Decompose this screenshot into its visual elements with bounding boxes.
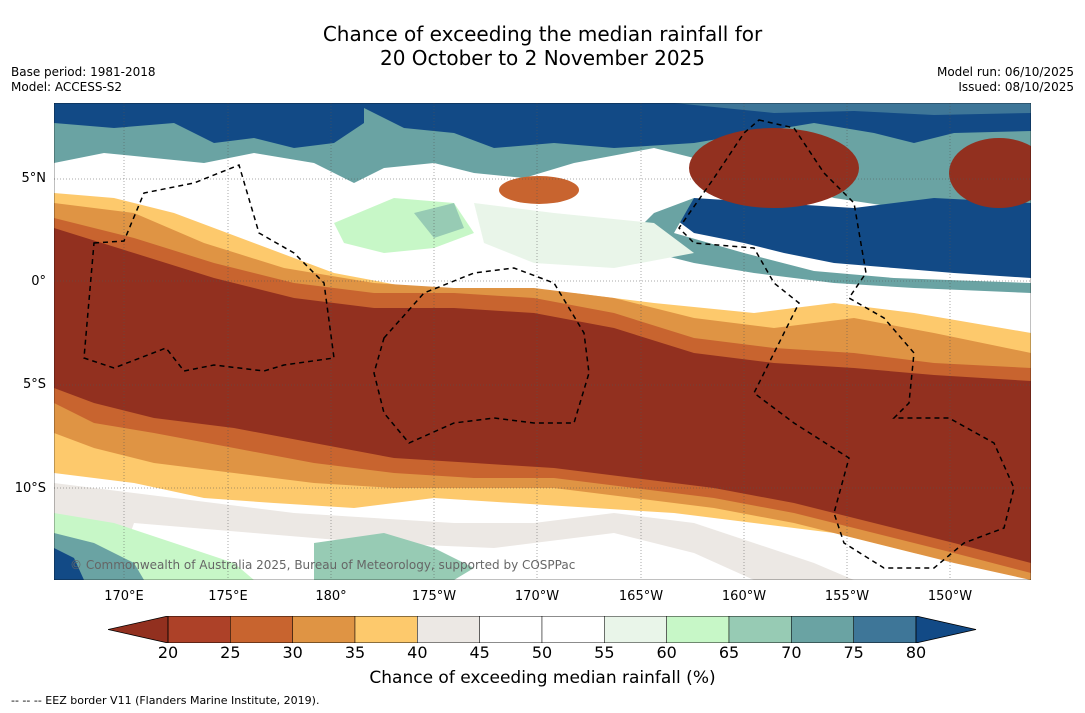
lon-label-150w: 150°W [927, 589, 973, 604]
lon-label-155w: 155°W [824, 589, 870, 604]
colorbar-tick-label: 25 [220, 643, 241, 662]
colorbar-tick-label: 20 [157, 643, 179, 662]
colorbar-cell [479, 616, 543, 643]
colorbar-cell [354, 616, 418, 643]
colorbar-tick-label: 75 [843, 643, 864, 662]
region-green-patch-2 [414, 203, 464, 238]
lat-label-5n: 5°N [21, 171, 47, 186]
region-north-teal [674, 103, 1031, 115]
colorbar-high-extension [916, 616, 976, 643]
eez-legend: -- -- -- EEZ border V11 (Flanders Marine… [11, 694, 320, 707]
model-run: Model run: 06/10/2025 [936, 65, 1074, 79]
meta-left: Base period: 1981-2018 Model: ACCESS-S2 [11, 65, 156, 95]
colorbar-cells [167, 616, 917, 643]
colorbar-tick-label: 30 [282, 643, 303, 662]
lon-label-175w: 175°W [411, 589, 457, 604]
model-name: Model: ACCESS-S2 [11, 80, 123, 94]
lon-label-170w: 170°W [514, 589, 560, 604]
lon-label-170e: 170°E [104, 589, 144, 604]
issued-date: Issued: 08/10/2025 [958, 80, 1074, 94]
meta-right: Model run: 06/10/2025 Issued: 08/10/2025 [937, 65, 1074, 95]
region-mid-teal-band [634, 198, 1031, 293]
region-brown-blob-ne [689, 128, 859, 208]
lon-label-165w: 165°W [618, 589, 664, 604]
copyright-notice: © Commonwealth of Australia 2025, Bureau… [70, 558, 576, 572]
region-dark-brown-band [54, 228, 1031, 563]
colorbar-tick-label: 60 [656, 643, 677, 662]
lon-label-175e: 175°E [208, 589, 248, 604]
colorbar-cell [728, 616, 792, 643]
colorbar-cell [541, 616, 605, 643]
eez-borders [83, 119, 1015, 569]
title-line-2: 20 October to 2 November 2025 [379, 46, 706, 70]
title-line-1: Chance of exceeding the median rainfall … [322, 22, 763, 46]
colorbar-cell [791, 616, 854, 643]
rainfall-map [54, 103, 1031, 580]
lon-label-180: 180° [315, 589, 347, 604]
map-gridlines [54, 103, 1031, 580]
colorbar-tick-label: 65 [718, 643, 740, 662]
colorbar-cell [417, 616, 480, 643]
region-north-dark-blue [54, 103, 364, 148]
colorbar-cell [230, 616, 293, 643]
region-brown-blob-far-east [949, 138, 1031, 208]
colorbar-low-extension [108, 616, 168, 643]
lat-label-5s: 5°S [22, 377, 46, 392]
region-north-dark-blue-2 [354, 103, 1031, 148]
chart-title: Chance of exceeding the median rainfall … [0, 22, 1085, 70]
colorbar-cell [604, 616, 667, 643]
colorbar-label: Chance of exceeding median rainfall (%) [369, 668, 716, 688]
colorbar-cell [853, 616, 917, 643]
lon-label-160w: 160°W [721, 589, 767, 604]
colorbar-tick-label: 80 [905, 643, 927, 662]
region-southern-navy [54, 548, 84, 580]
lat-label-0: 0° [31, 274, 46, 289]
region-orange-blob [499, 176, 579, 204]
colorbar-tick-label: 35 [344, 643, 366, 662]
colorbar-cell [666, 616, 730, 643]
colorbar-tick-label: 55 [594, 643, 615, 662]
colorbar-cell [292, 616, 356, 643]
colorbar [108, 616, 977, 643]
colorbar-cell [167, 616, 231, 643]
region-mid-blue-band [674, 198, 1031, 278]
colorbar-tick-label: 40 [407, 643, 428, 662]
base-period: Base period: 1981-2018 [11, 65, 156, 79]
colorbar-tick-label: 70 [781, 643, 802, 662]
region-light-green [474, 203, 694, 268]
colorbar-tick-label: 50 [531, 643, 553, 662]
colorbar-tick-label: 45 [469, 643, 490, 662]
lat-label-10s: 10°S [14, 481, 46, 496]
